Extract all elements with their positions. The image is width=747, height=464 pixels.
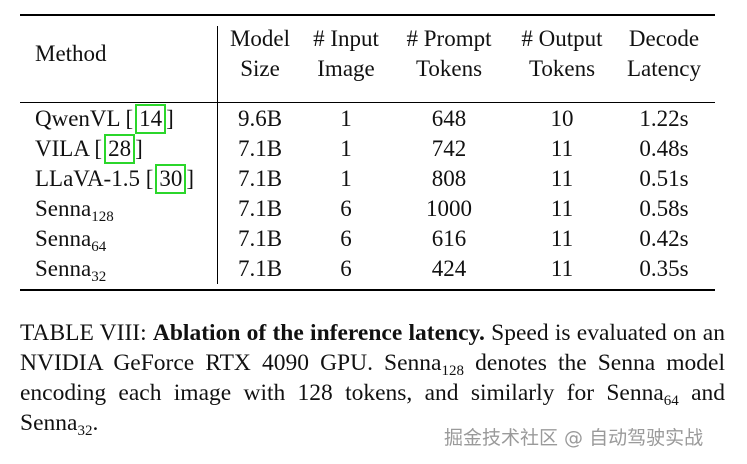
cell-images: 1 [340, 106, 352, 131]
watermark: 掘金技术社区 @ 自动驾驶实战 [444, 427, 704, 449]
cell-images: 1 [340, 166, 352, 191]
bottom-rule [20, 289, 715, 291]
header-decode-latency: Decode Latency [626, 26, 702, 81]
cell-size: 7.1B [237, 226, 283, 251]
citation-link[interactable]: 14 [135, 104, 167, 134]
cell-images: 6 [340, 226, 352, 251]
header-output-tokens: # Output Tokens [521, 26, 603, 81]
cell-output: 11 [550, 256, 574, 281]
cell-images: 6 [340, 196, 352, 221]
citation-link[interactable]: 28 [104, 134, 136, 164]
cell-latency: 0.42s [639, 226, 689, 251]
header-input-image: # Input Image [313, 26, 379, 81]
cell-prompt: 616 [431, 226, 467, 251]
cell-latency: 1.22s [639, 106, 689, 131]
citation-link[interactable]: 30 [155, 164, 187, 194]
cell-size: 9.6B [237, 106, 283, 131]
row-method: Senna64 [35, 226, 107, 255]
header-prompt-tokens: # Prompt Tokens [406, 26, 492, 81]
table-caption: TABLE VIII: Ablation of the inference la… [20, 320, 726, 439]
cell-images: 6 [340, 256, 352, 281]
cell-prompt: 1000 [426, 196, 472, 221]
cell-prompt: 808 [431, 166, 467, 191]
cell-output: 11 [550, 196, 574, 221]
row-method: Senna32 [35, 256, 107, 285]
cell-latency: 0.48s [639, 136, 689, 161]
header-method: Method [35, 41, 107, 66]
row-method: Senna128 [35, 196, 114, 225]
row-method: QwenVL [14] [35, 104, 174, 134]
column-separator [217, 26, 218, 284]
cell-size: 7.1B [237, 166, 283, 191]
cell-latency: 0.58s [639, 196, 689, 221]
cell-output: 11 [550, 136, 574, 161]
top-rule [20, 14, 715, 16]
cell-images: 1 [340, 136, 352, 161]
row-method: LLaVA-1.5 [30] [35, 164, 194, 194]
cell-prompt: 742 [431, 136, 467, 161]
cell-prompt: 424 [431, 256, 467, 281]
cell-prompt: 648 [431, 106, 467, 131]
cell-output: 11 [550, 226, 574, 251]
cell-latency: 0.35s [639, 256, 689, 281]
row-method: VILA [28] [35, 134, 143, 164]
header-model-size: Model Size [229, 26, 291, 81]
cell-size: 7.1B [237, 196, 283, 221]
cell-size: 7.1B [237, 136, 283, 161]
cell-output: 10 [550, 106, 574, 131]
header-rule [20, 102, 715, 103]
cell-latency: 0.51s [639, 166, 689, 191]
cell-output: 11 [550, 166, 574, 191]
cell-size: 7.1B [237, 256, 283, 281]
